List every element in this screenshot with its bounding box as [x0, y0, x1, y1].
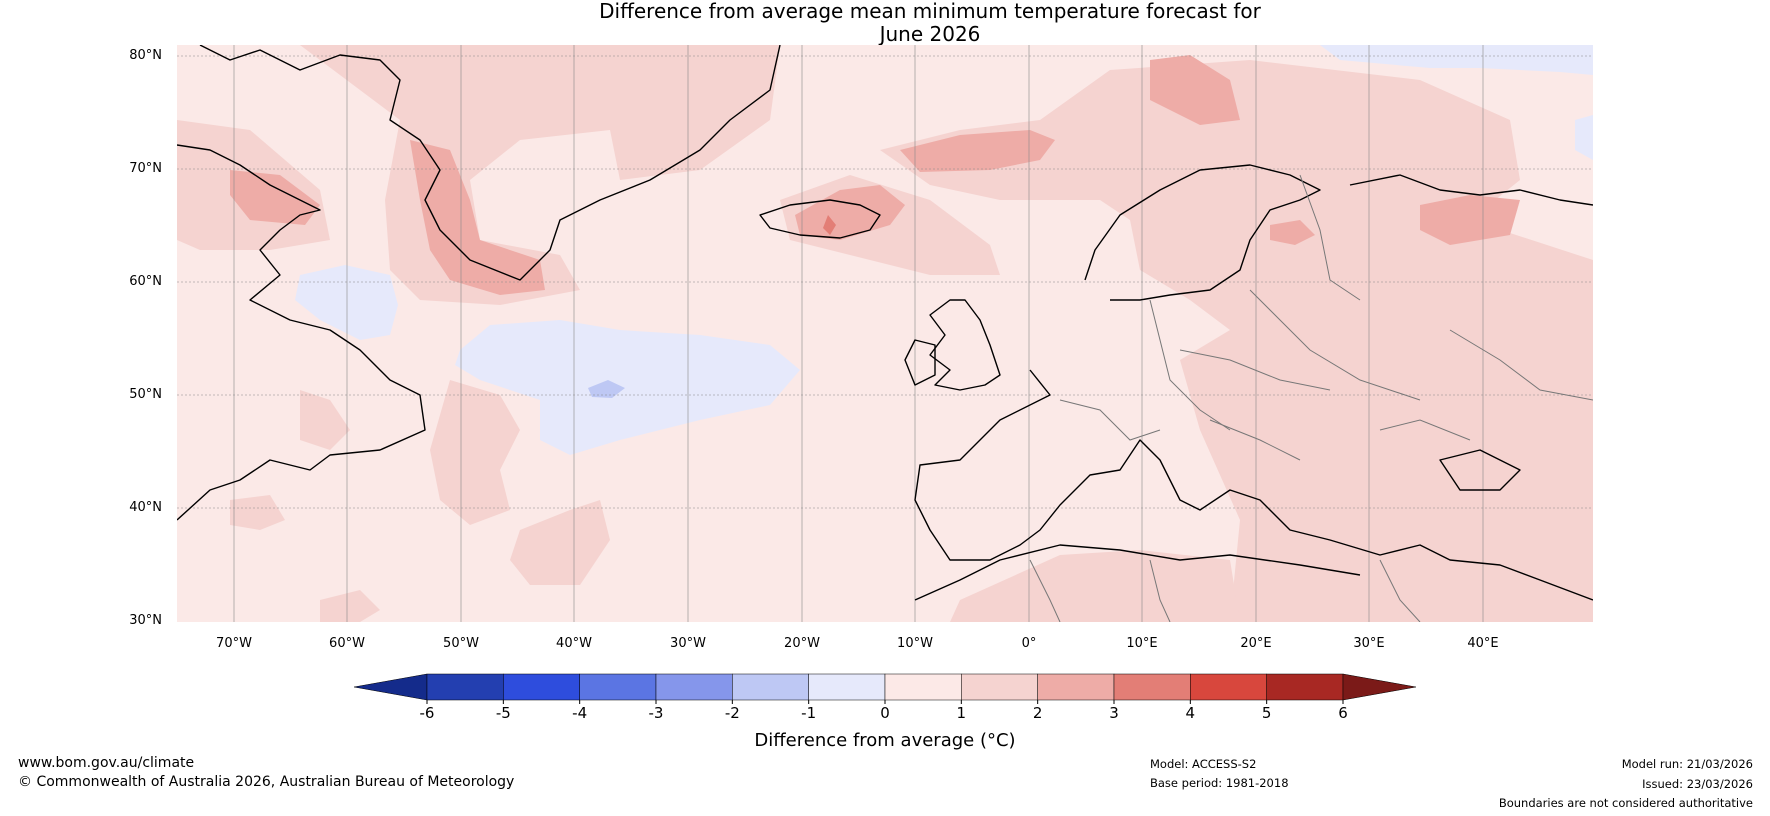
greenland-southeast-hot-region: [410, 140, 545, 295]
lon-label-20w: 20°W: [784, 636, 820, 651]
europe-coast: [914, 369, 1593, 601]
colorbar-label: Difference from average (°C): [754, 730, 1016, 751]
baffin-hot-region: [230, 170, 320, 225]
kara-cool-region: [1575, 115, 1593, 160]
lon-label-10w: 10°W: [897, 636, 933, 651]
colorbar-tick-label: -1: [801, 704, 817, 722]
lon-label-10e: 10°E: [1126, 636, 1158, 651]
colorbar-tick-label: 2: [1032, 704, 1043, 722]
colorbar-cell: [655, 673, 733, 701]
colorbar-tick-label: 6: [1338, 704, 1348, 722]
colorbar-cells: [426, 673, 1344, 701]
colorbar-tick-label: -2: [724, 704, 740, 722]
colorbar-tick-label: 3: [1109, 704, 1119, 722]
mid-atlantic-warm-region: [430, 380, 520, 525]
lon-label-60w: 60°W: [329, 636, 365, 651]
model-text: Model: ACCESS-S2: [1150, 757, 1257, 771]
colorbar-tick-label: 1: [956, 704, 967, 722]
colorbar-tick-label: 5: [1261, 704, 1272, 722]
scandinavia-coast: [1084, 164, 1321, 301]
south-warm-region: [320, 590, 380, 622]
north-africa-coast: [914, 544, 1361, 601]
colorbar-over-triangle: [1342, 673, 1417, 701]
north-africa-warm-region: [950, 550, 1240, 622]
lat-label-40n: 40°N: [129, 500, 162, 515]
map-area: [177, 45, 1593, 622]
chart-title: Difference from average mean minimum tem…: [0, 0, 1770, 46]
colorbar-cell: [1266, 673, 1344, 701]
bermuda-warm-region: [230, 495, 285, 530]
lon-label-30e: 30°E: [1353, 636, 1385, 651]
black-sea-coast: [1439, 449, 1521, 491]
newfoundland-warm-region: [300, 390, 350, 450]
finland-hot-region: [1270, 220, 1315, 245]
anomaly-3-to-4-region: [823, 215, 836, 235]
country-borders: [1029, 174, 1593, 622]
white-sea-hot-region: [1420, 195, 1520, 245]
title-line-1: Difference from average mean minimum tem…: [599, 0, 1261, 23]
russia-arctic-coast: [1349, 174, 1593, 206]
lat-label-70n: 70°N: [129, 161, 162, 176]
colorbar-tick-label: 4: [1185, 704, 1196, 722]
colorbar-cell: [1037, 673, 1115, 701]
issued-text: Issued: 23/03/2026: [1642, 777, 1753, 791]
coastlines: [177, 45, 1593, 601]
colorbar-cell: [503, 673, 580, 701]
latitude-gridlines: [177, 55, 1593, 509]
copyright-text: © Commonwealth of Australia 2026, Austra…: [18, 774, 515, 790]
anomaly-2-to-3-regions: [230, 55, 1520, 295]
greenland-warm-region: [300, 45, 780, 305]
greenland-coast: [199, 45, 781, 281]
title-line-2: June 2026: [879, 22, 981, 46]
colorbar-under-triangle: [353, 673, 428, 701]
iceland-coast: [759, 199, 881, 239]
longitude-gridlines: [233, 45, 1484, 622]
lon-label-40e: 40°E: [1467, 636, 1499, 651]
colorbar: [353, 673, 1417, 704]
anomaly-minus-2-region: [588, 380, 625, 398]
norwegian-sea-hot-region: [900, 130, 1055, 172]
north-america-coast: [177, 144, 426, 521]
lon-label-0: 0°: [1021, 636, 1037, 651]
website-link[interactable]: www.bom.gov.au/climate: [18, 755, 195, 771]
disclaimer-text: Boundaries are not considered authoritat…: [1498, 796, 1753, 810]
base-period-text: Base period: 1981-2018: [1150, 776, 1289, 790]
colorbar-tick-label: -6: [419, 704, 435, 722]
labrador-sea-cool-region: [295, 265, 398, 340]
colorbar-tick-marks: [426, 700, 1344, 704]
north-atlantic-cool-region: [455, 320, 800, 455]
colorbar-cell: [426, 673, 504, 701]
colorbar-tick-label: 0: [880, 704, 890, 722]
ireland-coast: [904, 339, 936, 386]
colorbar-tick-label: -3: [648, 704, 664, 722]
svalbard-hot-region: [1150, 55, 1240, 125]
colorbar-tick-label: -5: [495, 704, 511, 722]
model-run-text: Model run: 21/03/2026: [1621, 757, 1753, 771]
colorbar-cell: [1113, 673, 1191, 701]
colorbar-tick-label: -4: [572, 704, 588, 722]
lon-label-40w: 40°W: [556, 636, 592, 651]
lat-label-60n: 60°N: [129, 274, 162, 289]
colorbar-cell: [961, 673, 1038, 701]
anomaly-minus-1-to-0-regions: [295, 45, 1593, 455]
lon-label-30w: 30°W: [670, 636, 706, 651]
lat-label-50n: 50°N: [129, 387, 162, 402]
eastern-europe-warm-region: [880, 60, 1593, 622]
colorbar-cell: [732, 673, 809, 701]
colorbar-cell: [884, 673, 962, 701]
colorbar-cell: [579, 673, 657, 701]
lon-label-70w: 70°W: [216, 636, 252, 651]
barents-cool-region: [1320, 45, 1593, 75]
iceland-hot-region: [795, 185, 905, 240]
azores-warm-region: [510, 500, 610, 585]
lon-label-50w: 50°W: [443, 636, 479, 651]
great-britain-coast: [929, 299, 1001, 391]
lon-label-20e: 20°E: [1240, 636, 1272, 651]
lat-label-80n: 80°N: [129, 48, 162, 63]
colorbar-cell: [1190, 673, 1267, 701]
colorbar-cell: [808, 673, 886, 701]
lat-label-30n: 30°N: [129, 613, 162, 628]
